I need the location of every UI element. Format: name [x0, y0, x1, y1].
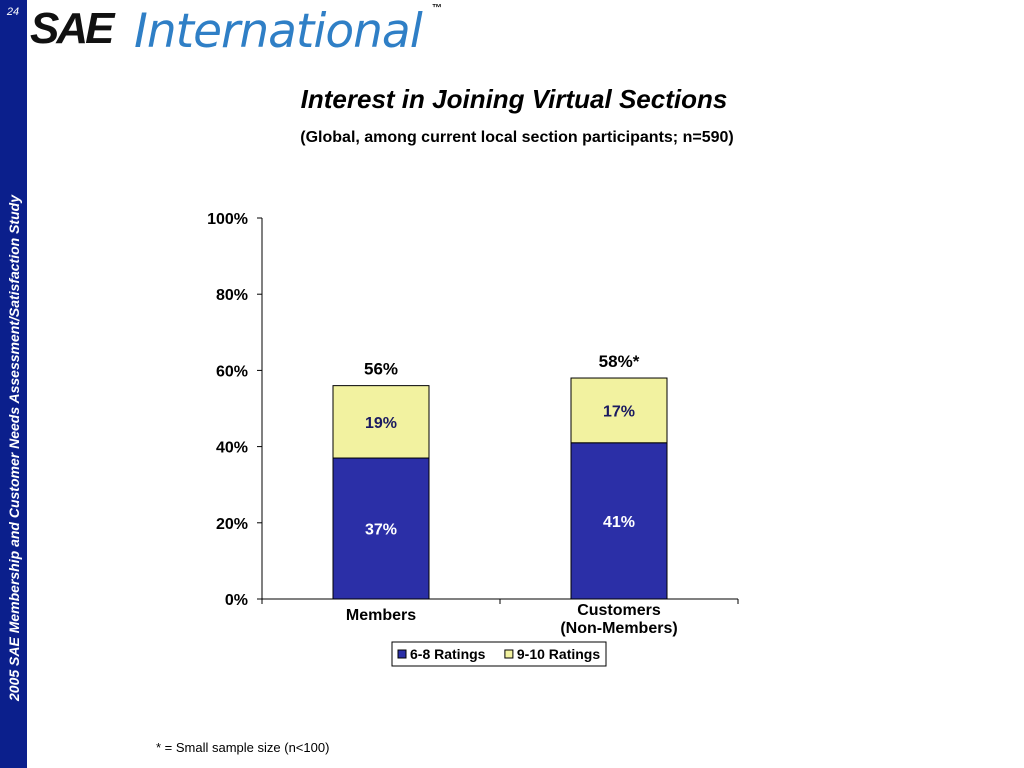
x-category-label: Members: [346, 607, 416, 624]
bar-segment: [332, 457, 430, 600]
bar-segment: [332, 385, 430, 459]
y-tick-label: 40%: [216, 440, 248, 457]
bar-segment: [570, 442, 668, 600]
legend-label: 6-8 Ratings: [410, 646, 486, 662]
legend-swatch: [397, 649, 407, 659]
legend-swatch: [504, 649, 514, 659]
y-tick-label: 80%: [216, 287, 248, 304]
bar-value-label: 41%: [603, 514, 635, 531]
y-tick-label: 100%: [207, 211, 248, 228]
bar-segment: [570, 377, 668, 444]
x-category-label: Customers: [577, 602, 661, 619]
x-category-label: (Non-Members): [560, 620, 677, 637]
bar-value-label: 37%: [365, 522, 397, 539]
y-tick-label: 0%: [225, 592, 248, 609]
logo-name: International: [134, 4, 423, 59]
bar-value-label: 19%: [365, 415, 397, 432]
y-tick-label: 20%: [216, 516, 248, 533]
chart-title: Interest in Joining Virtual Sections: [300, 84, 728, 114]
page-number: 24: [6, 6, 20, 18]
chart-subtitle: (Global, among current local section par…: [300, 129, 734, 146]
bar-value-label: 17%: [603, 403, 635, 420]
y-tick-label: 60%: [216, 363, 248, 380]
legend-label: 9-10 Ratings: [517, 646, 600, 662]
bar-total-label: 56%: [364, 360, 398, 379]
footnote: * = Small sample size (n<100): [156, 740, 330, 755]
logo-brand: SAE: [30, 4, 115, 54]
legend-box: [391, 641, 607, 667]
bar-total-label: 58%*: [599, 352, 640, 371]
logo-trademark: ™: [432, 3, 442, 14]
side-bar: 24 2005 SAE Membership and Customer Need…: [0, 0, 27, 768]
